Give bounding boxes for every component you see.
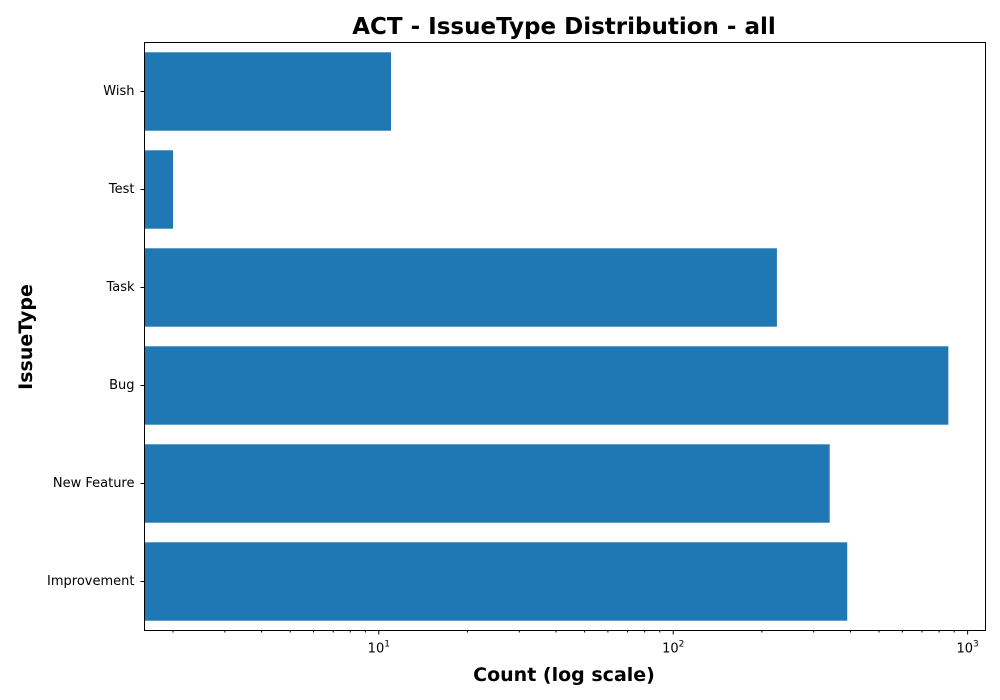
y-axis-label: IssueType [15,284,37,390]
x-tick-label-10-3: 103 [956,640,978,657]
bar-test [144,150,174,229]
x-axis-ticks: 101 102 103 [172,630,979,657]
bar-task [144,248,777,327]
x-axis-label: Count (log scale) [473,664,655,686]
bar-improvement [144,542,848,621]
bar-new-feature [144,444,830,523]
bars [144,52,949,621]
y-tick-label-new-feature: New Feature [53,476,135,491]
y-tick-label-task: Task [105,280,135,295]
y-tick-label-bug: Bug [109,378,134,393]
bar-bug [144,346,949,425]
x-tick-label-10-1: 101 [368,640,390,657]
bar-wish [144,52,391,131]
chart-title: ACT - IssueType Distribution - all [352,14,776,40]
y-tick-label-wish: Wish [103,84,134,99]
y-tick-label-improvement: Improvement [47,574,134,589]
y-tick-label-test: Test [108,182,135,197]
x-tick-label-10-2: 102 [662,640,684,657]
y-axis-ticks: Improvement New Feature Bug Task Test Wish [47,84,145,589]
plot-frame [144,42,986,631]
